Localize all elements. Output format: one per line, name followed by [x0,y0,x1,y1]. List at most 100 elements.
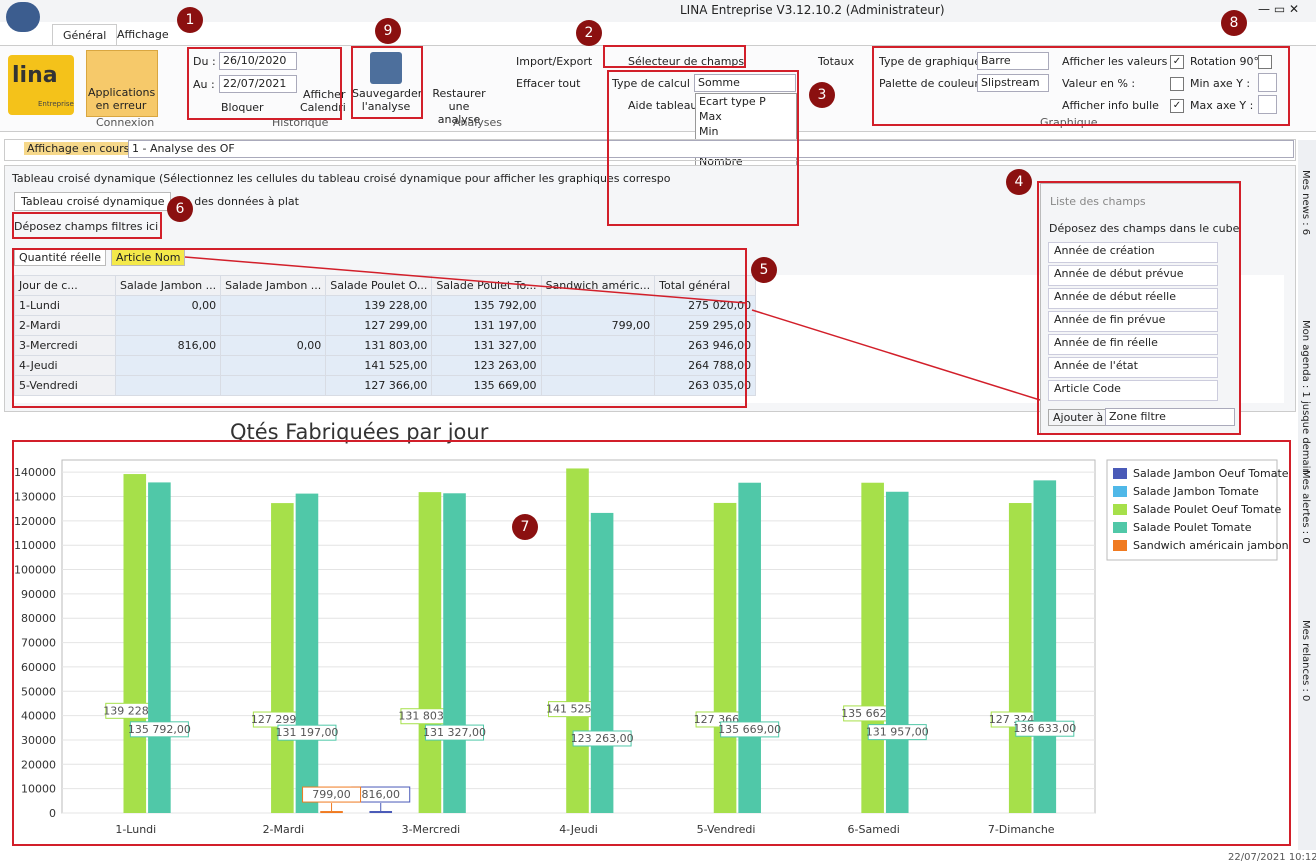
restore-button[interactable]: Restaurer une analyse [432,87,486,126]
y-tick-label: 90000 [21,588,56,601]
calc-option[interactable]: Nombre [699,155,743,168]
calc-option[interactable]: Ecart type P [699,95,766,108]
add-target-select[interactable]: Zone filtre [1105,408,1235,426]
save-button[interactable]: Sauvegarder l'analyse [352,87,423,113]
calc-option[interactable]: Min [699,125,719,138]
app-icon [6,2,40,32]
max-y-input[interactable] [1258,95,1277,114]
cell [220,315,327,336]
y-tick-label: 20000 [21,758,56,771]
x-tick-label: 1-Lundi [115,823,156,836]
panel-tab[interactable]: e des données à plat [184,195,299,208]
help-link[interactable]: Aide tableau c [628,99,707,112]
cell [114,315,222,336]
cell: 263 035,00 [654,375,757,396]
legend-swatch [1113,468,1127,479]
calendar-button[interactable]: Calendri [300,101,346,114]
value-label: 136 633,00 [1013,722,1076,735]
window-controls[interactable]: — ▭ ✕ [1258,2,1300,16]
cell: 131 197,00 [431,315,542,336]
import-button[interactable]: Import/Export [516,55,593,68]
highlight [1037,181,1241,435]
field-item[interactable]: Année de fin réelle [1048,334,1218,355]
highlight [187,47,342,120]
view-label: Affichage en cours : [24,142,140,155]
legend [1106,459,1278,561]
label-box [302,786,362,803]
field-item[interactable]: Année de création [1048,242,1218,263]
value-label: 123 263,00 [571,732,634,745]
legend-label: Salade Poulet Tomate [1133,521,1252,534]
logo [8,55,74,115]
view-select[interactable]: 1 - Analyse des OF [128,140,1294,158]
field-item[interactable]: Année de début prévue [1048,265,1218,286]
value-label: 131 197,00 [275,726,338,739]
y-tick-label: 40000 [21,710,56,723]
cell: 141 525,00 [325,355,433,376]
cell [220,375,327,396]
checkbox[interactable] [1258,55,1272,69]
y-tick-label: 60000 [21,661,56,674]
y-tick-label: 0 [49,807,56,820]
side-tabs: Mes news : 6 Mon agenda : 1 jusque demain… [1298,140,1316,850]
badge: 8 [1221,10,1247,36]
lock-button[interactable]: Bloquer [221,101,264,114]
cell [540,355,656,376]
legend-label: Salade Jambon Tomate [1133,485,1259,498]
legend-swatch [1113,504,1127,515]
badge: 4 [1006,169,1032,195]
label: Afficher les valeurs : [1062,55,1175,68]
label-box [425,724,485,741]
side-tab[interactable]: Mes relances : 0 [1300,620,1311,702]
min-y-input[interactable] [1258,73,1277,92]
date-input[interactable]: 22/07/2021 [219,75,297,93]
field-item[interactable]: Année de début réelle [1048,288,1218,309]
field-item[interactable]: Article Code [1048,380,1218,401]
label-box [129,721,189,738]
chart-type-select[interactable]: Barre [977,52,1049,70]
label: Min axe Y : [1190,77,1251,90]
checkbox[interactable] [1170,77,1184,91]
clear-button[interactable]: Effacer tout [516,77,581,90]
palette-select[interactable]: Slipstream [977,74,1049,92]
cell: 123 263,00 [431,355,542,376]
app-errors-button[interactable] [86,50,158,117]
tab[interactable]: Général [52,24,118,46]
totals-button[interactable]: Totaux [818,55,855,68]
x-tick-label: 2-Mardi [263,823,305,836]
value-label: 816,00 [361,788,400,801]
value-label: 799,00 [312,788,351,801]
checkbox[interactable]: ✓ [1170,99,1184,113]
label: Valeur en % : [1062,77,1136,90]
side-tab[interactable]: Mon agenda : 1 jusque demain [1300,320,1311,475]
x-tick-label: 6-Samedi [848,823,900,836]
date-input[interactable]: 26/10/2020 [219,52,297,70]
calc-select[interactable]: Somme [694,74,796,92]
cell: 816,00 [114,335,222,356]
cell [114,375,222,396]
cell [540,335,656,356]
label: Max axe Y : [1190,99,1254,112]
label: Palette de couleurs [879,77,985,90]
checkbox[interactable]: ✓ [1170,55,1184,69]
show-button[interactable]: Afficher [303,88,346,101]
label-box [867,724,927,741]
x-tick-label: 7-Dimanche [988,823,1055,836]
side-tab[interactable]: Mes alertes : 0 [1300,470,1311,544]
panel-tab[interactable]: Tableau croisé dynamique [14,192,172,211]
field-selector-button[interactable]: Sélecteur de champs [628,55,745,68]
badge: 2 [576,20,602,46]
field-item[interactable]: Année de l'état [1048,357,1218,378]
highlight [12,212,162,239]
side-tab[interactable]: Mes news : 6 [1300,170,1311,236]
calc-option[interactable]: Max [699,110,722,123]
cell: 2-Mardi [14,315,116,336]
chart: 0 10000 20000 30000 40000 50000 60000 70000 8000… [14,459,1289,836]
field-item[interactable]: Année de fin prévue [1048,311,1218,332]
label-box [1015,720,1075,737]
label-box [277,724,337,741]
cell: 0,00 [220,335,327,356]
tab[interactable]: Affichage [117,28,169,41]
y-tick-label: 130000 [14,491,56,504]
label: Au : [193,78,215,91]
